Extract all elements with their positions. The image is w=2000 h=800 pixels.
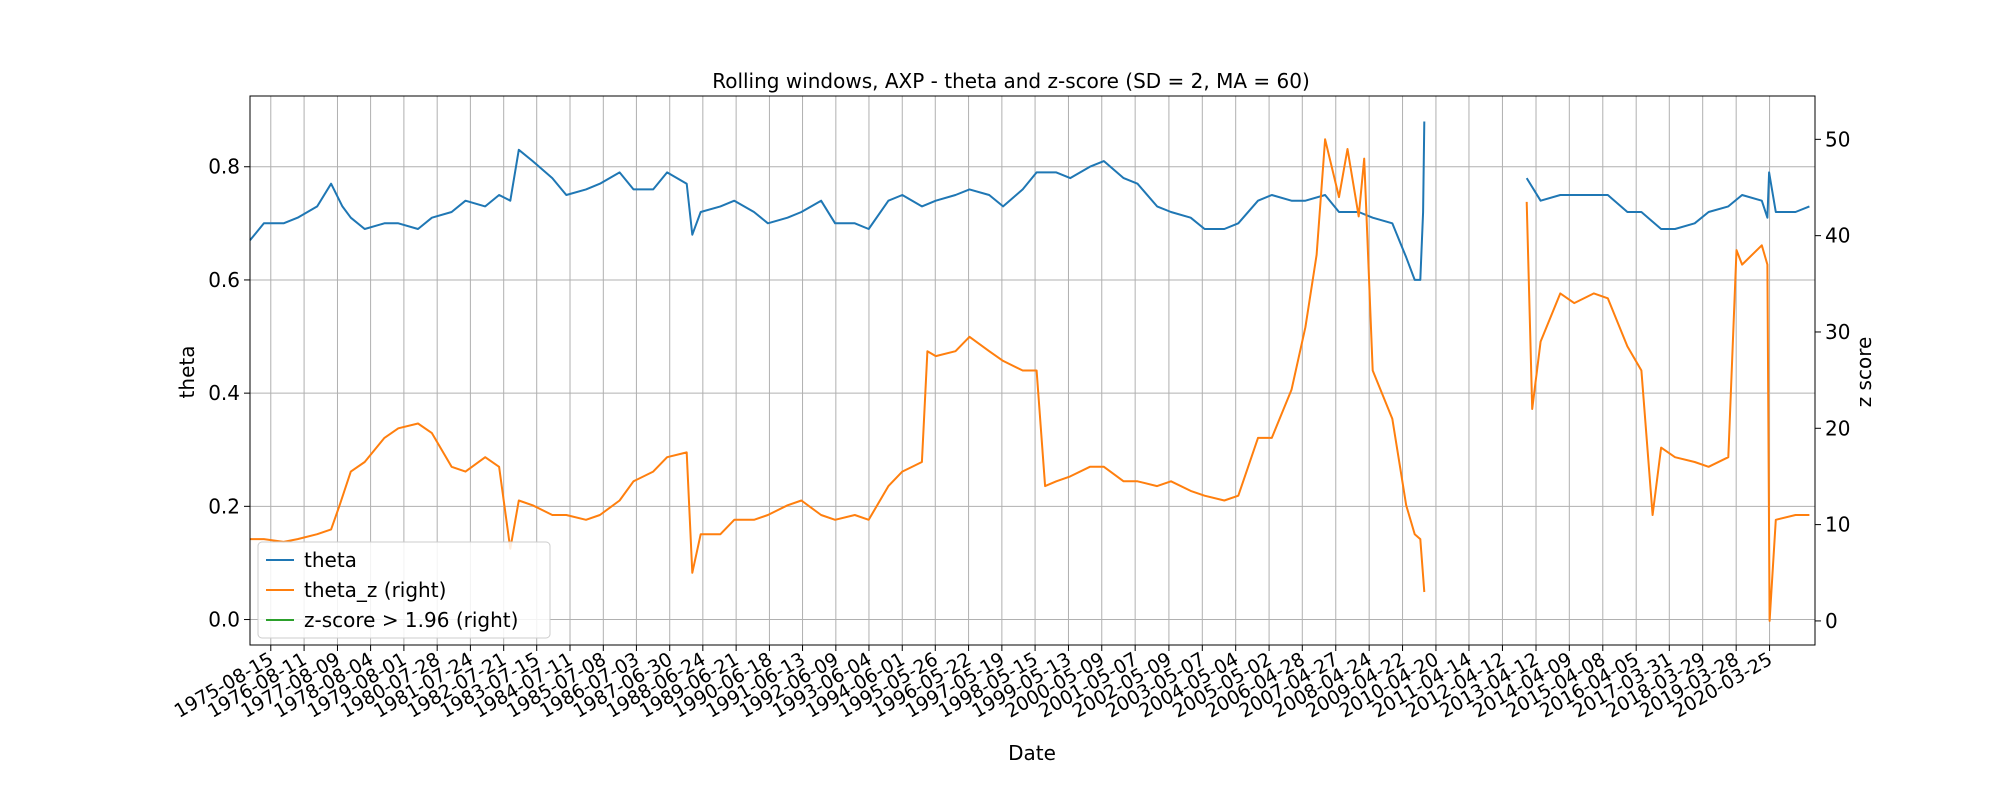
plot-frame [249,95,1816,646]
legend-label-theta-z: theta_z (right) [304,578,446,602]
axes: 0.00.20.40.60.8010203040501975-08-151976… [171,127,1851,722]
x-axis-label: Date [1008,741,1056,765]
series-theta-line [249,121,1810,281]
left-axis-label: theta [175,346,199,399]
left-tick-label: 0.2 [208,494,240,518]
left-tick-label: 0.4 [208,381,240,405]
plot-lines [249,121,1810,622]
legend-label-theta: theta [304,548,357,572]
legend-label-zscore-threshold: z-score > 1.96 (right) [304,608,518,632]
right-tick-label: 10 [1825,513,1850,537]
right-tick-label: 0 [1825,609,1838,633]
series-theta-z-line [250,138,1810,622]
right-axis-label: z score [1852,337,1876,408]
legend-box [257,541,551,639]
right-tick-label: 30 [1825,320,1850,344]
left-tick-label: 0.8 [208,155,240,179]
right-tick-label: 40 [1825,224,1850,248]
right-tick-label: 20 [1825,416,1850,440]
left-tick-label: 0.0 [208,608,240,632]
left-tick-label: 0.6 [208,268,240,292]
chart-title: Rolling windows, AXP - theta and z-score… [712,69,1310,93]
legend: theta theta_z (right) z-score > 1.96 (ri… [257,541,551,639]
right-tick-label: 50 [1825,127,1850,151]
